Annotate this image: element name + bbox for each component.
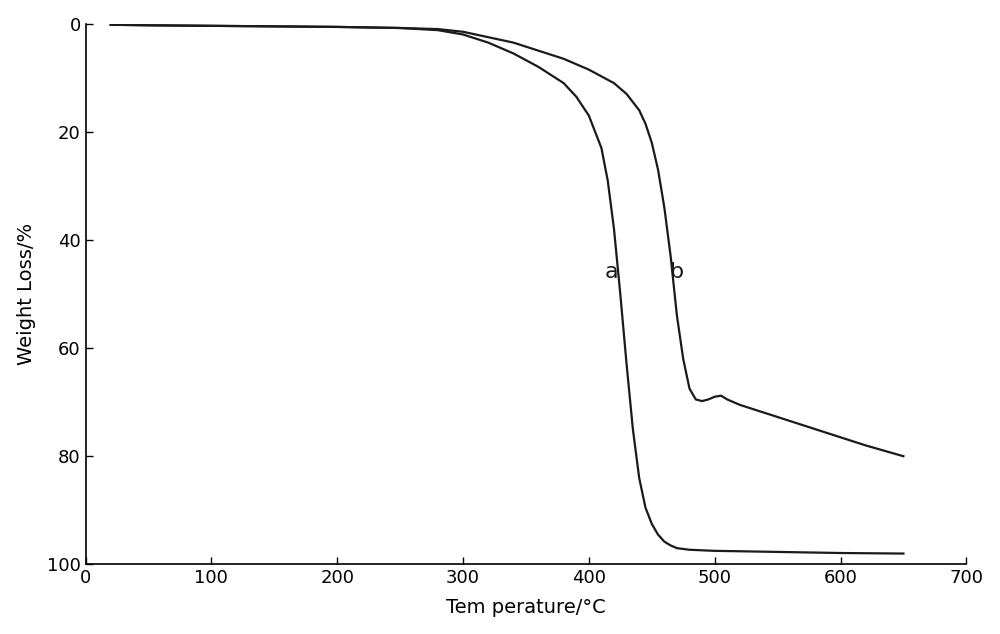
Text: b: b <box>670 262 684 282</box>
X-axis label: Tem perature/°C: Tem perature/°C <box>446 598 606 618</box>
Y-axis label: Weight Loss/%: Weight Loss/% <box>17 223 36 365</box>
Text: a: a <box>605 262 618 282</box>
